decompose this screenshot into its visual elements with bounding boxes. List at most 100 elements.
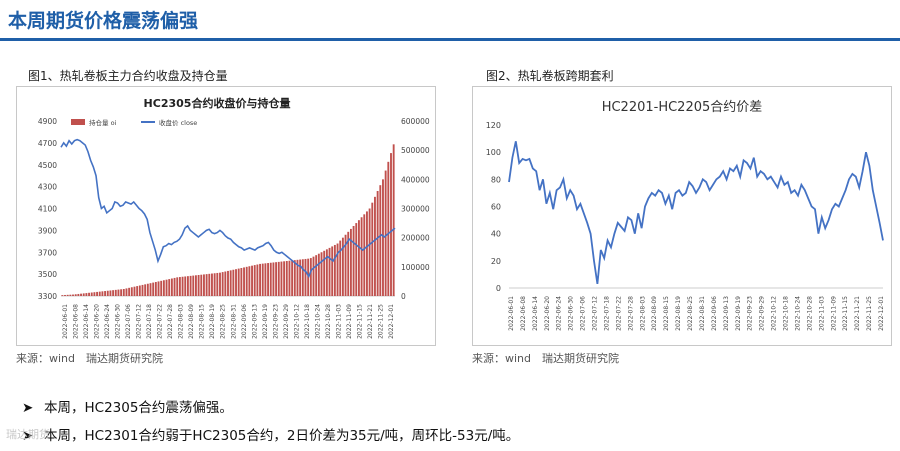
page-title: 本周期货价格震荡偏强 bbox=[8, 10, 199, 32]
bar-oi bbox=[203, 274, 205, 296]
bar-oi bbox=[93, 292, 96, 296]
line-close bbox=[60, 138, 396, 279]
bar-oi bbox=[104, 291, 107, 296]
bar-oi bbox=[130, 287, 133, 296]
bar-oi bbox=[352, 226, 355, 296]
title-divider bbox=[0, 38, 900, 41]
x-tick-label: 2022-09-13 bbox=[251, 304, 258, 339]
bar-oi bbox=[341, 237, 344, 296]
x-tick-label: 2022-09-06 bbox=[241, 304, 248, 339]
bar-oi bbox=[291, 260, 294, 296]
x-tick-label: 2022-06-14 bbox=[83, 304, 90, 339]
x-tick-label: 2022-08-19 bbox=[209, 304, 216, 339]
x-tick-label: 2022-10-24 bbox=[794, 296, 801, 331]
bar-oi bbox=[229, 270, 232, 296]
bar-oi bbox=[374, 196, 376, 296]
bar-oi bbox=[109, 290, 112, 296]
bar-oi bbox=[170, 278, 173, 296]
y-left-tick-label: 4300 bbox=[38, 183, 57, 192]
y-right-tick-label: 400000 bbox=[401, 175, 430, 184]
x-tick-label: 2022-08-15 bbox=[199, 304, 206, 339]
bar-oi bbox=[237, 268, 240, 296]
bar-oi bbox=[392, 144, 395, 296]
bar-oi bbox=[309, 258, 312, 296]
x-tick-label: 2022-06-20 bbox=[544, 296, 551, 331]
bar-oi bbox=[357, 220, 360, 296]
bar-oi bbox=[288, 260, 291, 296]
x-tick-label: 2022-06-08 bbox=[73, 304, 80, 339]
bar-oi bbox=[275, 262, 278, 296]
bar-oi bbox=[144, 284, 147, 296]
bar-oi bbox=[128, 287, 131, 296]
bar-oi bbox=[336, 243, 339, 296]
x-tick-label: 2022-10-28 bbox=[806, 296, 813, 331]
bar-oi bbox=[382, 179, 384, 296]
bar-oi bbox=[240, 268, 243, 296]
y-left-tick-label: 3900 bbox=[38, 226, 57, 235]
y-tick-label: 60 bbox=[491, 203, 501, 212]
bar-oi bbox=[360, 217, 363, 296]
bar-oi bbox=[181, 276, 184, 296]
bar-oi bbox=[387, 161, 390, 296]
bar-oi bbox=[243, 267, 245, 296]
bar-oi bbox=[245, 266, 248, 296]
bullet-1: ➤ 本周，HC2305合约震荡偏强。 bbox=[22, 396, 233, 416]
bar-oi bbox=[90, 292, 93, 296]
bar-oi bbox=[301, 259, 304, 296]
x-tick-label: 2022-11-25 bbox=[866, 296, 873, 331]
x-tick-label: 2022-07-28 bbox=[627, 296, 634, 331]
x-tick-label: 2022-07-18 bbox=[603, 296, 610, 331]
y-right-tick-label: 100000 bbox=[401, 263, 430, 272]
bar-oi bbox=[267, 263, 270, 296]
x-tick-label: 2022-10-18 bbox=[304, 304, 311, 339]
x-tick-label: 2022-06-20 bbox=[94, 304, 101, 339]
figure1-caption: 图1、热轧卷板主力合约收盘及持仓量 bbox=[28, 69, 228, 83]
y-right-tick-label: 0 bbox=[401, 292, 406, 301]
x-tick-label: 2022-11-03 bbox=[335, 304, 342, 339]
x-tick-label: 2022-06-01 bbox=[508, 296, 515, 331]
x-tick-label: 2022-06-24 bbox=[104, 304, 111, 339]
x-tick-label: 2022-06-14 bbox=[532, 296, 539, 331]
x-tick-label: 2022-07-06 bbox=[580, 296, 587, 331]
x-tick-label: 2022-10-12 bbox=[771, 296, 778, 331]
x-tick-label: 2022-08-03 bbox=[178, 304, 185, 339]
bar-oi bbox=[85, 293, 88, 296]
bar-oi bbox=[376, 191, 379, 296]
x-tick-label: 2022-08-09 bbox=[651, 296, 658, 331]
y-left-tick-label: 4500 bbox=[38, 161, 57, 170]
x-tick-label: 2022-08-25 bbox=[687, 296, 694, 331]
bar-oi bbox=[349, 228, 352, 296]
bar-oi bbox=[154, 282, 157, 296]
x-tick-label: 2022-06-01 bbox=[62, 304, 69, 339]
bar-oi bbox=[146, 283, 149, 296]
x-tick-label: 2022-06-08 bbox=[520, 296, 527, 331]
bar-oi bbox=[114, 289, 117, 297]
x-tick-label: 2022-06-24 bbox=[556, 296, 563, 331]
bar-oi bbox=[235, 269, 237, 296]
y-right-tick-label: 500000 bbox=[401, 146, 430, 155]
bar-oi bbox=[299, 259, 302, 296]
bar-oi bbox=[141, 284, 144, 296]
bar-oi bbox=[157, 281, 160, 296]
bar-oi bbox=[160, 280, 163, 296]
bar-oi bbox=[200, 274, 203, 296]
y-left-tick-label: 4700 bbox=[38, 139, 57, 148]
x-tick-label: 2022-08-31 bbox=[699, 296, 706, 331]
x-tick-label: 2022-09-29 bbox=[283, 304, 290, 339]
x-tick-label: 2022-07-18 bbox=[146, 304, 153, 339]
legend-label-oi: 持仓量 oi bbox=[89, 118, 117, 127]
bar-oi bbox=[205, 274, 208, 297]
bar-oi bbox=[227, 270, 229, 296]
bar-oi bbox=[347, 231, 350, 296]
bar-oi bbox=[122, 289, 125, 296]
legend-swatch-oi bbox=[71, 119, 85, 125]
x-tick-label: 2022-09-06 bbox=[711, 296, 718, 331]
bar-oi bbox=[176, 277, 179, 296]
bar-oi bbox=[232, 269, 235, 296]
bar-oi bbox=[101, 291, 104, 296]
bar-oi bbox=[269, 262, 272, 296]
bar-oi bbox=[296, 259, 299, 296]
bar-oi bbox=[384, 170, 387, 296]
bar-oi bbox=[315, 255, 318, 296]
bar-oi bbox=[74, 294, 77, 296]
